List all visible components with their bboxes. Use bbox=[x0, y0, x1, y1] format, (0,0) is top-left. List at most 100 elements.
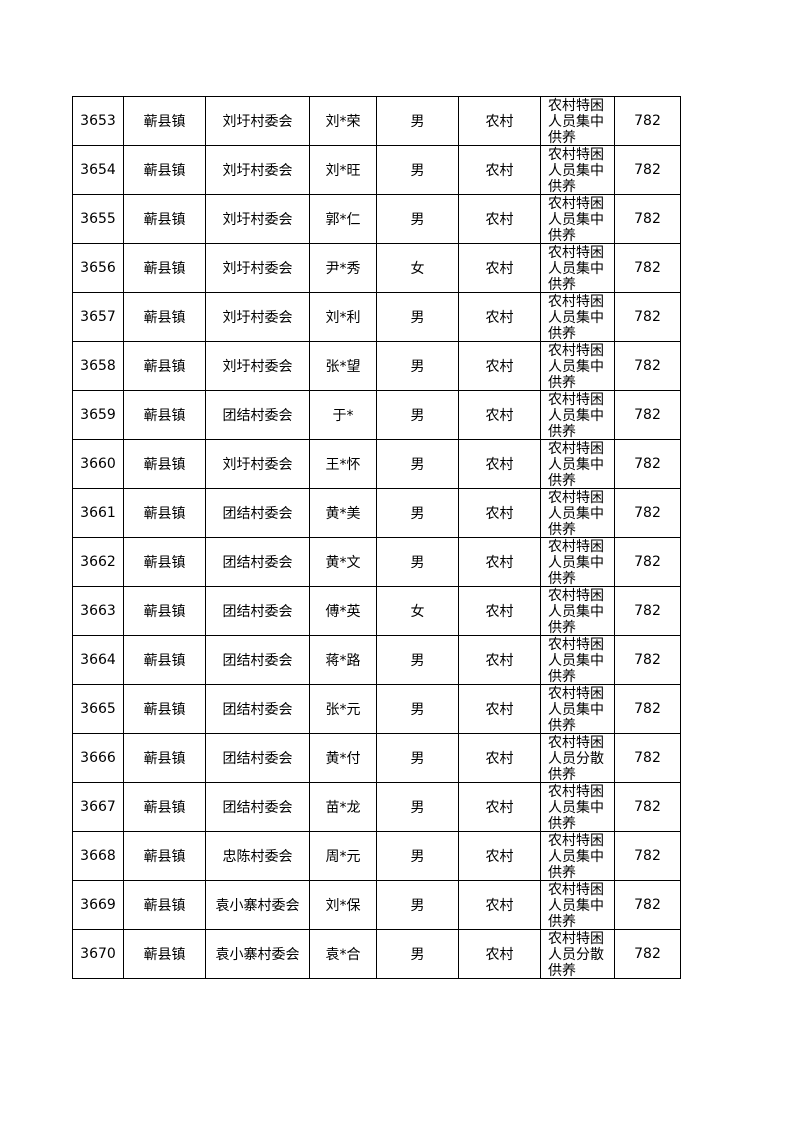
table-cell: 蕲县镇 bbox=[123, 145, 206, 195]
table-cell: 3657 bbox=[72, 292, 124, 342]
table-cell: 782 bbox=[614, 586, 681, 636]
table-cell: 蕲县镇 bbox=[123, 390, 206, 440]
cell-text: 农村特困人员集中供养 bbox=[548, 833, 604, 880]
table-cell: 农村 bbox=[458, 635, 541, 685]
table-cell: 男 bbox=[376, 782, 459, 832]
table-cell: 农村 bbox=[458, 782, 541, 832]
table-cell: 782 bbox=[614, 194, 681, 244]
table-cell: 刘*保 bbox=[309, 880, 377, 930]
table-cell: 农村 bbox=[458, 684, 541, 734]
table-cell: 农村特困人员集中供养 bbox=[540, 831, 615, 881]
table-cell: 农村特困人员分散供养 bbox=[540, 733, 615, 783]
table-cell: 蕲县镇 bbox=[123, 929, 206, 979]
table-cell: 团结村委会 bbox=[205, 733, 310, 783]
table-cell: 农村 bbox=[458, 488, 541, 538]
cell-text: 农村特困人员集中供养 bbox=[548, 441, 604, 488]
table-cell: 农村 bbox=[458, 194, 541, 244]
cell-text: 农村特困人员集中供养 bbox=[548, 196, 604, 243]
table-cell: 农村 bbox=[458, 439, 541, 489]
table-cell: 刘*利 bbox=[309, 292, 377, 342]
table-cell: 782 bbox=[614, 341, 681, 391]
table-cell: 农村特困人员集中供养 bbox=[540, 880, 615, 930]
table-cell: 王*怀 bbox=[309, 439, 377, 489]
table-cell: 蒋*路 bbox=[309, 635, 377, 685]
table-cell: 782 bbox=[614, 96, 681, 146]
cell-text: 农村特困人员集中供养 bbox=[548, 882, 604, 929]
table-cell: 3655 bbox=[72, 194, 124, 244]
table-cell: 3656 bbox=[72, 243, 124, 293]
table-cell: 782 bbox=[614, 831, 681, 881]
table-body: 3653 蕲县镇 刘圩村委会 刘*荣男农村 农村特困人员集中供养 782 3654 蕲县镇 刘圩… bbox=[72, 96, 681, 979]
table-cell: 782 bbox=[614, 733, 681, 783]
table-cell: 3663 bbox=[72, 586, 124, 636]
table-cell: 782 bbox=[614, 145, 681, 195]
table-row: 3653 蕲县镇 刘圩村委会 刘*荣男农村 农村特困人员集中供养 782 bbox=[72, 96, 681, 146]
table-cell: 农村 bbox=[458, 96, 541, 146]
table-cell: 刘*荣 bbox=[309, 96, 377, 146]
table-cell: 周*元 bbox=[309, 831, 377, 881]
table-row: 3657 蕲县镇 刘圩村委会 刘*利男农村 农村特困人员集中供养 782 bbox=[72, 292, 681, 342]
table-cell: 男 bbox=[376, 439, 459, 489]
table-cell: 3653 bbox=[72, 96, 124, 146]
table-cell: 农村特困人员集中供养 bbox=[540, 145, 615, 195]
table-cell: 蕲县镇 bbox=[123, 635, 206, 685]
table-cell: 刘圩村委会 bbox=[205, 194, 310, 244]
table-cell: 苗*龙 bbox=[309, 782, 377, 832]
table-cell: 刘圩村委会 bbox=[205, 96, 310, 146]
table-cell: 团结村委会 bbox=[205, 635, 310, 685]
table-cell: 男 bbox=[376, 684, 459, 734]
table-cell: 团结村委会 bbox=[205, 488, 310, 538]
table-cell: 蕲县镇 bbox=[123, 880, 206, 930]
table-cell: 女 bbox=[376, 586, 459, 636]
table-cell: 农村特困人员集中供养 bbox=[540, 586, 615, 636]
table-row: 3670 蕲县镇 袁小寨村委会 袁*合男农村 农村特困人员分散供养 782 bbox=[72, 929, 681, 979]
table-cell: 团结村委会 bbox=[205, 684, 310, 734]
table-cell: 782 bbox=[614, 537, 681, 587]
table-row: 3663 蕲县镇 团结村委会 傅*英女农村 农村特困人员集中供养 782 bbox=[72, 586, 681, 636]
table-cell: 农村特困人员集中供养 bbox=[540, 243, 615, 293]
table-cell: 3669 bbox=[72, 880, 124, 930]
table-cell: 农村 bbox=[458, 586, 541, 636]
table-cell: 3660 bbox=[72, 439, 124, 489]
table-cell: 男 bbox=[376, 341, 459, 391]
table-row: 3664 蕲县镇 团结村委会 蒋*路男农村 农村特困人员集中供养 782 bbox=[72, 635, 681, 685]
table-cell: 张*望 bbox=[309, 341, 377, 391]
table-cell: 3665 bbox=[72, 684, 124, 734]
table-cell: 农村特困人员集中供养 bbox=[540, 292, 615, 342]
table-cell: 黄*文 bbox=[309, 537, 377, 587]
cell-text: 农村特困人员分散供养 bbox=[548, 735, 604, 782]
table-cell: 忠陈村委会 bbox=[205, 831, 310, 881]
cell-text: 农村特困人员集中供养 bbox=[548, 294, 604, 341]
table-row: 3658 蕲县镇 刘圩村委会 张*望男农村 农村特困人员集中供养 782 bbox=[72, 341, 681, 391]
table-cell: 782 bbox=[614, 880, 681, 930]
table-cell: 刘圩村委会 bbox=[205, 439, 310, 489]
table-cell: 农村特困人员集中供养 bbox=[540, 390, 615, 440]
table-cell: 农村特困人员集中供养 bbox=[540, 782, 615, 832]
table-cell: 3659 bbox=[72, 390, 124, 440]
table-cell: 刘圩村委会 bbox=[205, 145, 310, 195]
table-cell: 蕲县镇 bbox=[123, 439, 206, 489]
table-cell: 782 bbox=[614, 684, 681, 734]
table-row: 3655 蕲县镇 刘圩村委会 郭*仁男农村 农村特困人员集中供养 782 bbox=[72, 194, 681, 244]
table-cell: 袁*合 bbox=[309, 929, 377, 979]
table-cell: 蕲县镇 bbox=[123, 292, 206, 342]
table-row: 3660 蕲县镇 刘圩村委会 王*怀男农村 农村特困人员集中供养 782 bbox=[72, 439, 681, 489]
cell-text: 农村特困人员集中供养 bbox=[548, 588, 604, 635]
table-cell: 782 bbox=[614, 292, 681, 342]
table-row: 3662 蕲县镇 团结村委会 黄*文男农村 农村特困人员集中供养 782 bbox=[72, 537, 681, 587]
table-cell: 蕲县镇 bbox=[123, 733, 206, 783]
table-cell: 农村特困人员集中供养 bbox=[540, 194, 615, 244]
cell-text: 农村特困人员集中供养 bbox=[548, 539, 604, 586]
table-row: 3665 蕲县镇 团结村委会 张*元男农村 农村特困人员集中供养 782 bbox=[72, 684, 681, 734]
table-cell: 3658 bbox=[72, 341, 124, 391]
cell-text: 农村特困人员分散供养 bbox=[548, 931, 604, 978]
table-cell: 农村 bbox=[458, 537, 541, 587]
table-cell: 农村 bbox=[458, 243, 541, 293]
table-cell: 农村 bbox=[458, 733, 541, 783]
table-cell: 男 bbox=[376, 145, 459, 195]
table-cell: 刘圩村委会 bbox=[205, 341, 310, 391]
cell-text: 农村特困人员集中供养 bbox=[548, 784, 604, 831]
table-cell: 782 bbox=[614, 439, 681, 489]
table-cell: 农村 bbox=[458, 292, 541, 342]
